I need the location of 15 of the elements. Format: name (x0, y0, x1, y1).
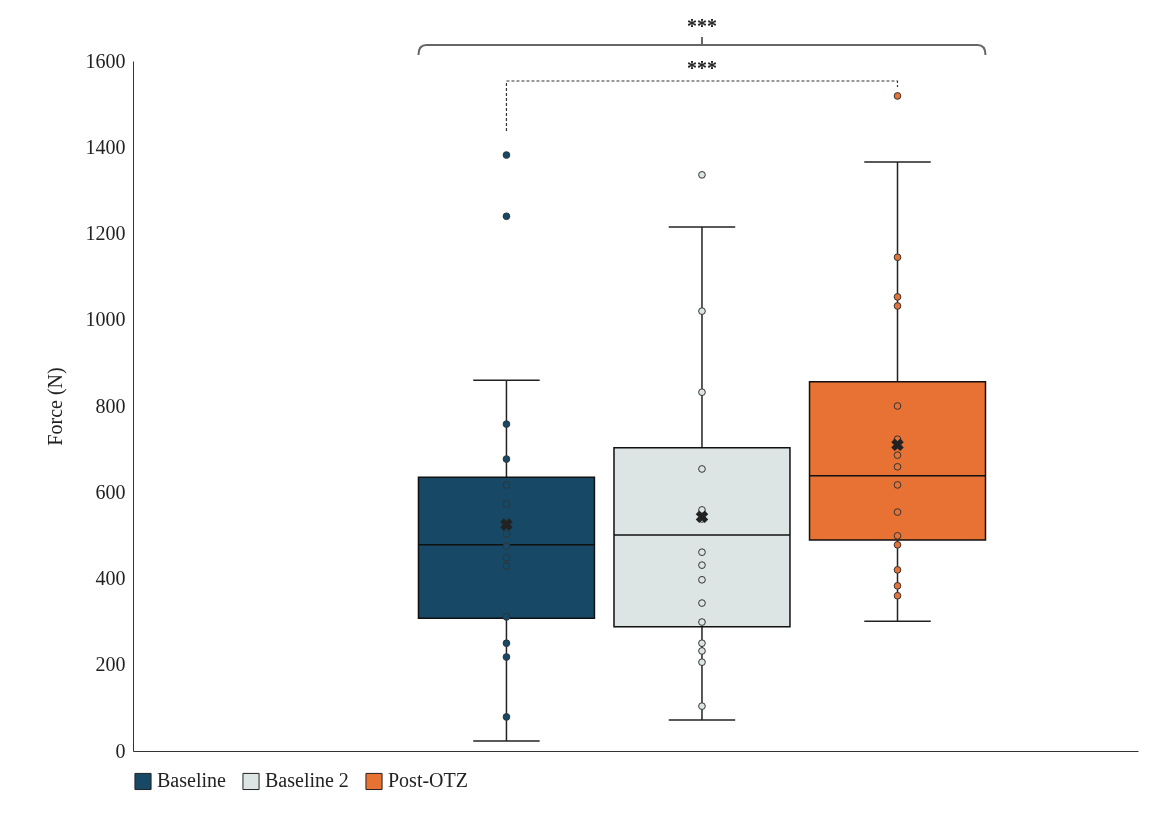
y-axis-title: Force (N) (43, 367, 67, 446)
y-tick-label: 1400 (85, 135, 126, 158)
y-tick-label: 600 (95, 480, 126, 503)
y-tick-label: 1200 (85, 222, 126, 244)
y-tick-label: 400 (95, 567, 126, 589)
legend-label: Baseline (157, 769, 226, 792)
text: *** (686, 15, 717, 37)
y-tick-label: 200 (95, 653, 126, 676)
y-tick-label: 0 (115, 739, 126, 762)
legend-label: Post-OTZ (388, 769, 468, 792)
y-tick-label: 1600 (85, 49, 126, 72)
legend-label: Baseline 2 (265, 769, 349, 792)
annotation: *** (686, 57, 717, 79)
y-tick-label: 800 (95, 394, 126, 417)
y-tick-label: 1000 (85, 308, 126, 331)
